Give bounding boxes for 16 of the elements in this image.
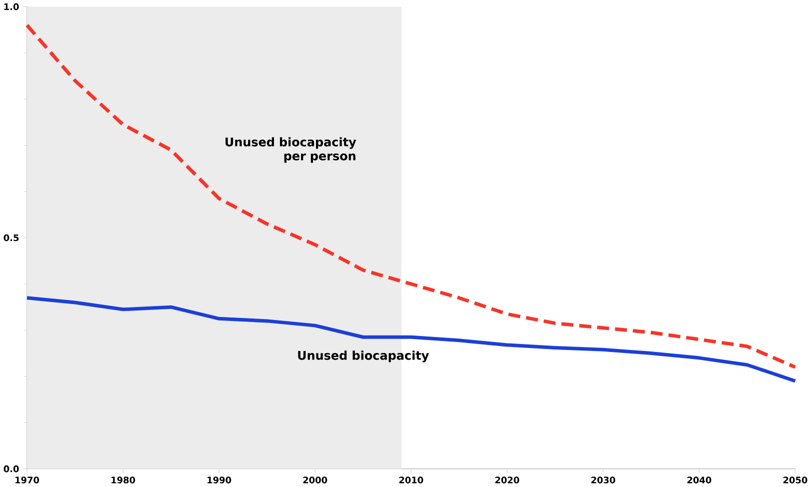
y-tick-label: 1.0: [4, 3, 19, 10]
x-tick-label: 2000: [303, 476, 328, 484]
x-tick-label: 2030: [591, 476, 616, 484]
text: Unused biocapacity per person: [226, 137, 356, 163]
x-tick-label: 2040: [687, 476, 712, 484]
x-tick-label: 1990: [208, 476, 232, 484]
x-tick-label: 2020: [495, 476, 520, 484]
x-tick-label: 2010: [399, 476, 424, 484]
line-series: [25, 296, 797, 383]
x-tick-label: 1980: [112, 476, 136, 484]
y-tick-label: 0.5: [4, 234, 19, 242]
x-tick-label: 2050: [783, 476, 808, 484]
x-tick-label: 1970: [16, 476, 40, 484]
y-tick-label: 0.0: [4, 466, 19, 472]
series-label: Unused biocapacity: [298, 350, 429, 362]
line-series: [25, 24, 797, 370]
